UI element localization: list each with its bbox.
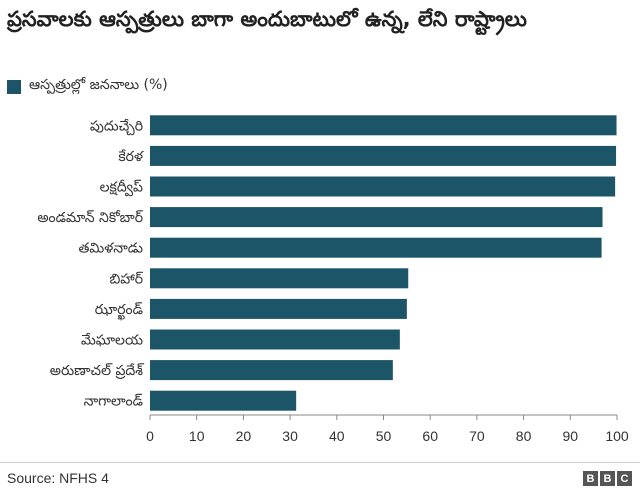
category-label: కేరళ [118, 149, 144, 165]
category-label: అరుణాచల్ ప్రదేశ్ [50, 363, 145, 379]
logo-letter: C [617, 471, 632, 486]
category-label: బిహార్ [109, 271, 143, 287]
x-tick-label: 50 [376, 428, 392, 444]
x-tick-label: 40 [329, 428, 345, 444]
x-tick-label: 10 [189, 428, 205, 444]
chart-title: ప్రసవాలకు ఆస్పత్రులు బాగా అందుబాటులో ఉన్… [7, 7, 527, 31]
bar [150, 329, 400, 350]
x-tick-label: 80 [516, 428, 532, 444]
bar [150, 145, 617, 166]
logo-letter: B [600, 471, 615, 486]
category-label: ఝార్ఖండ్ [95, 302, 143, 321]
bar [150, 360, 393, 381]
category-label: తమిళనాడు [79, 241, 144, 257]
bar [150, 390, 297, 411]
x-tick-label: 0 [146, 428, 154, 444]
x-tick-label: 100 [605, 428, 629, 444]
bar [150, 176, 616, 197]
x-tick-label: 20 [236, 428, 252, 444]
source-note: Source: NFHS 4 [7, 470, 109, 486]
x-tick-label: 60 [422, 428, 438, 444]
bar [150, 268, 409, 289]
x-tick-label: 90 [563, 428, 579, 444]
category-label: నాగాలాండ్ [84, 394, 143, 410]
bar [150, 298, 407, 319]
bar [150, 237, 602, 258]
bar [150, 207, 603, 228]
legend-label: ఆస్పత్రుల్లో జననాలు (%) [29, 77, 168, 93]
bar [150, 115, 617, 136]
category-label: లక్షద్వీప్ [100, 180, 143, 197]
x-tick-label: 30 [282, 428, 298, 444]
bar-chart: పుదుచ్చేరి కేరళ లక్షద్వీప్ అండమాన్ నికోబార్… [37, 115, 629, 444]
footer-divider [0, 462, 640, 463]
x-tick-label: 70 [469, 428, 485, 444]
category-label: అండమాన్ నికోబార్ [37, 210, 143, 226]
legend: ఆస్పత్రుల్లో జననాలు (%) [7, 77, 168, 96]
legend-swatch [7, 79, 21, 94]
category-label: పుదుచ్చేరి [90, 118, 143, 135]
logo-letter: B [583, 471, 598, 486]
bbc-logo: B B C [583, 471, 632, 486]
category-label: మేఘాలయ [81, 333, 143, 349]
